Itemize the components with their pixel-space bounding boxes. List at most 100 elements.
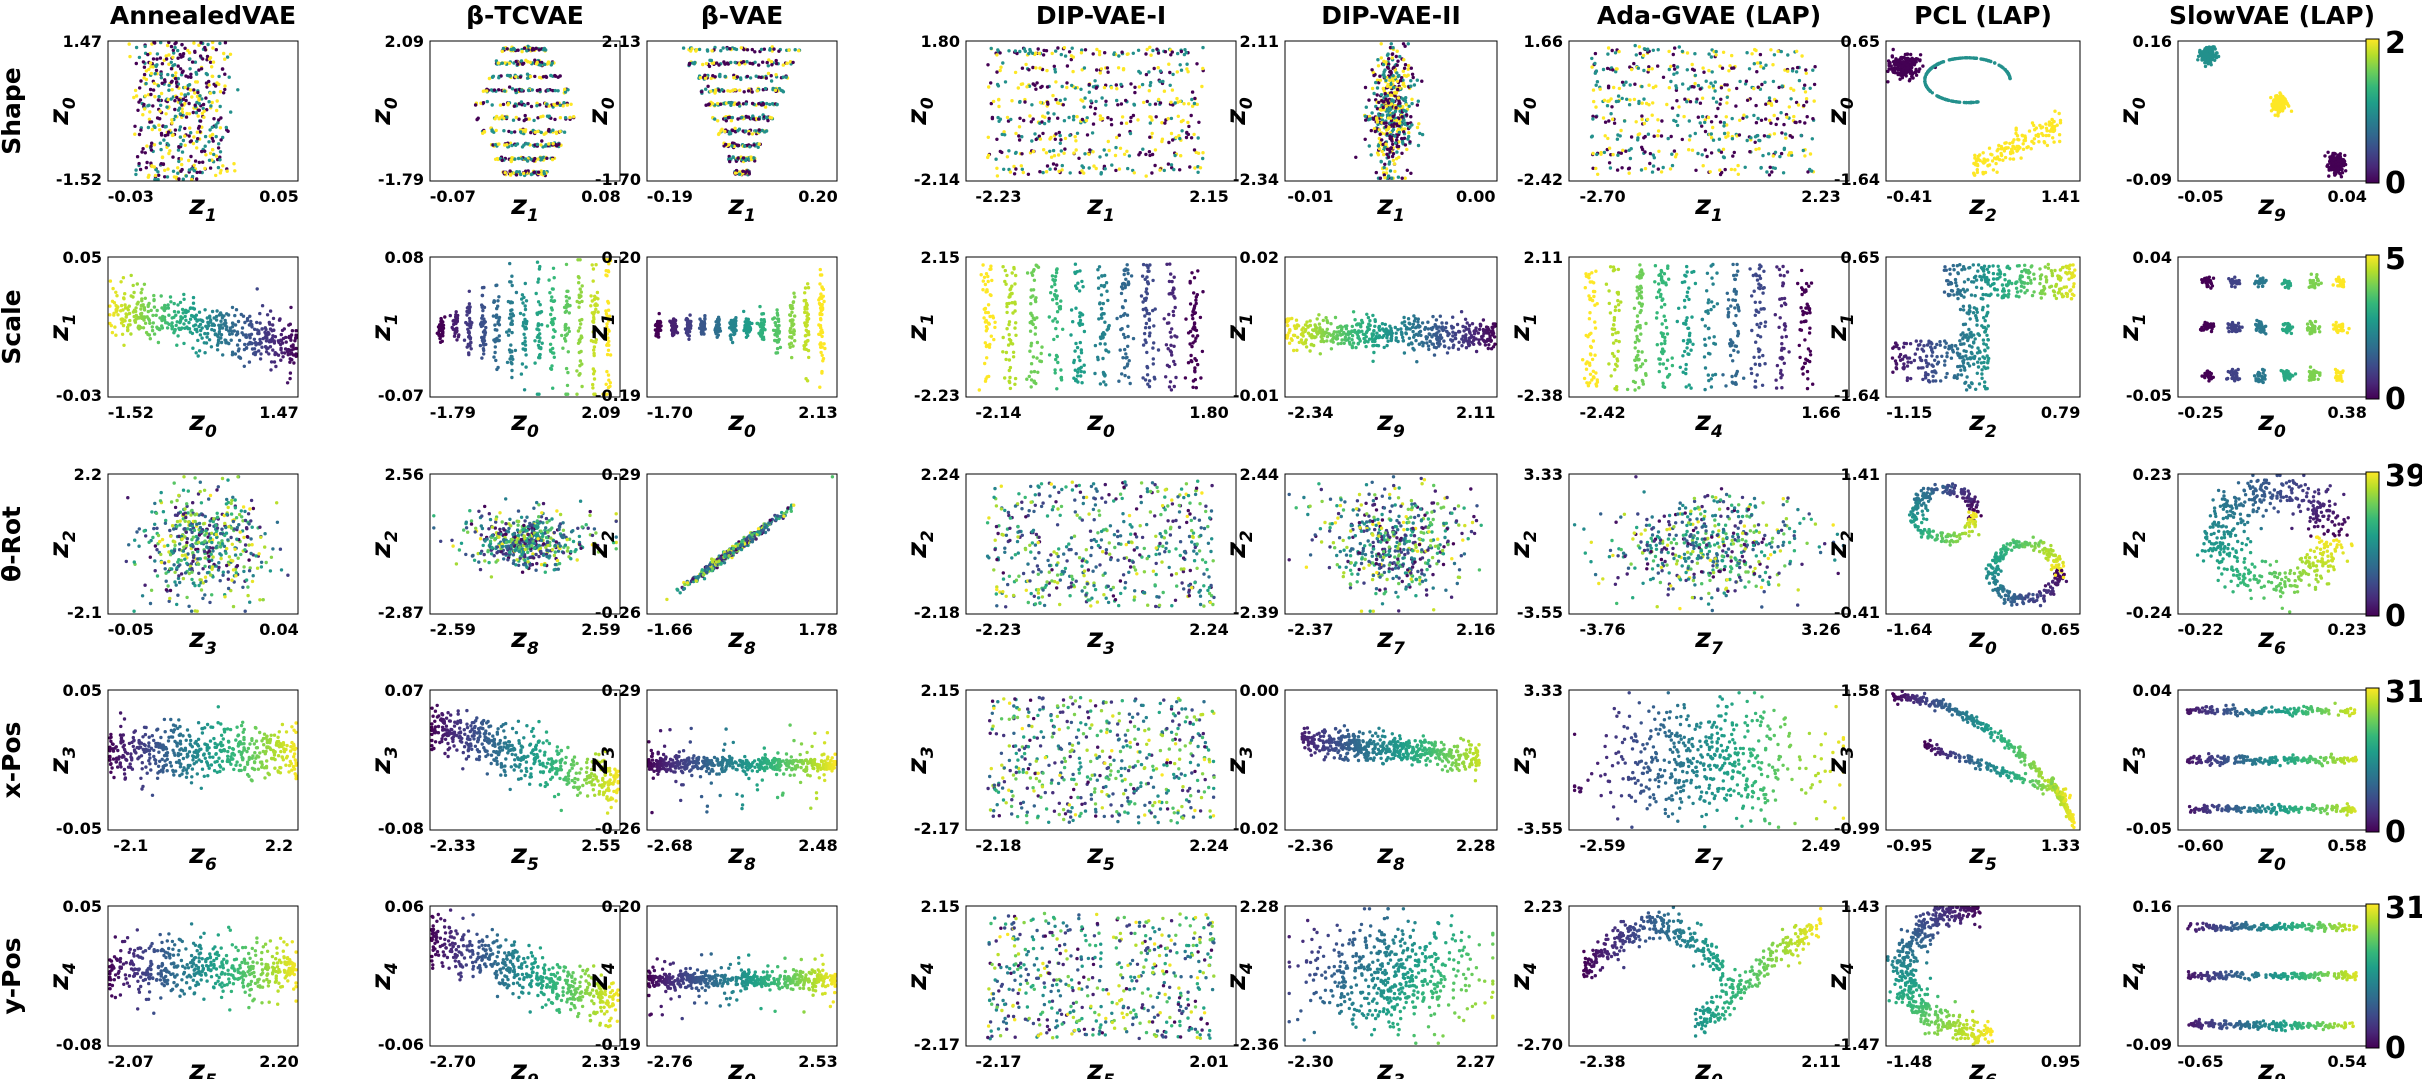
scatter-point [1185,67,1189,71]
scatter-point [168,149,172,153]
scatter-point [553,73,557,78]
scatter-point [199,67,204,71]
scatter-point [1028,114,1032,118]
scatter-point [1388,85,1393,89]
scatter-point [1379,159,1383,164]
scatter-point [523,113,527,118]
scatter-point [1041,131,1045,136]
scatter-point [171,169,176,173]
scatter-point [1642,97,1646,101]
scatter-point [2343,153,2347,158]
scatter-point [1363,114,1368,119]
scatter-point [765,60,769,65]
scatter-point [1764,102,1768,106]
scatter-point [1080,169,1084,173]
scatter-point [115,294,119,298]
scatter-point [2209,62,2213,67]
scatter-point [1083,152,1087,156]
scatter-point [1099,171,1104,175]
scatter-point [190,60,195,64]
scatter-point [234,308,239,312]
scatter-point [1166,162,1171,166]
scatter-point [210,100,214,105]
scatter-point [207,83,211,87]
scatter-point [195,177,199,181]
scatter-point [1899,56,1903,60]
scatter-point [220,67,225,71]
y-tick-min: -1.52 [56,170,102,189]
scatter-point [1390,52,1395,56]
scatter-point [1046,102,1050,106]
scatter-point [1030,103,1034,107]
scatter-point [558,116,563,120]
scatter-point [1394,157,1399,161]
x-tick-min: -0.19 [647,187,693,206]
scatter-point [1711,84,1716,88]
scatter-point [1041,114,1045,118]
scatter-point [114,333,118,337]
scatter-point [134,61,138,66]
scatter-point [1148,153,1152,158]
scatter-point [1974,163,1978,167]
scatter-point [187,101,191,106]
scatter-point [171,133,175,137]
scatter-point [1153,102,1158,106]
scatter-point [751,62,755,66]
scatter-point [158,109,162,113]
scatter-point [1415,103,1420,107]
scatter-point [1694,168,1698,172]
scatter-point [757,63,761,67]
scatter-point [1713,80,1718,84]
scatter-point [143,44,147,49]
scatter-point [1370,68,1374,72]
scatter-point [173,76,178,81]
scatter-point [189,131,193,135]
scatter-point [727,100,731,105]
scatter-point [754,74,758,78]
scatter-point [797,49,801,53]
scatter-point [1395,79,1400,84]
scatter-point [1416,143,1421,148]
scatter-point [229,329,234,333]
scatter-point [189,75,193,80]
scatter-point [2269,95,2273,100]
scatter-point [518,75,523,79]
scatter-point [1201,66,1205,71]
scatter-point [1383,75,1387,79]
scatter-point [1696,83,1701,88]
scatter-point [1675,71,1679,75]
scatter-point [2336,159,2341,163]
scatter-point [495,156,500,161]
scatter-point [214,314,219,319]
scatter-point [1591,88,1596,92]
scatter-point [1055,101,1060,105]
scatter-point [1384,128,1389,132]
scatter-point [209,345,214,349]
scatter-point [132,290,136,295]
scatter-point [141,315,146,319]
scatter-point [164,112,168,116]
scatter-point [216,146,221,150]
scatter-point [223,338,227,342]
scatter-point [498,116,502,120]
scatter-point [1632,61,1636,66]
scatter-point [1042,48,1046,53]
scatter-point [514,115,518,120]
scatter-point [1656,64,1660,68]
scatter-point [1714,114,1718,119]
scatter-point [1688,100,1693,104]
scatter-point [1407,134,1411,139]
scatter-point [747,132,751,136]
scatter-point [532,159,536,163]
scatter-point [127,311,132,316]
scatter-point [184,98,188,103]
x-axis-label: z1 [1376,190,1405,226]
scatter-point [1908,77,1912,82]
scatter-point [1701,164,1705,168]
scatter-point [140,299,144,303]
scatter-point [1181,118,1185,123]
scatter-point [2053,124,2057,129]
scatter-point [1381,100,1386,104]
